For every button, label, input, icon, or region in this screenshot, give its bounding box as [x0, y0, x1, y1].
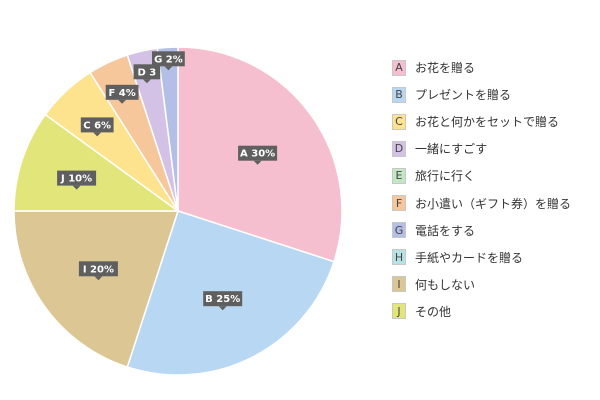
legend-item-j: J その他 [392, 298, 597, 325]
data-label-c: C 6% [80, 117, 114, 137]
legend-swatch-d: D [392, 140, 406, 157]
legend-label-f: お小遣い（ギフト券）を贈る [415, 196, 572, 211]
data-label-d: D 3 [133, 64, 161, 84]
legend-swatch-e: E [392, 167, 406, 184]
legend-item-g: G 電話をする [392, 217, 597, 244]
legend-label-c: お花と何かをセットで贈る [415, 115, 560, 130]
legend-item-a: A お花を贈る [392, 54, 597, 81]
data-label-f: F 4% [105, 84, 139, 104]
data-label-pointer-c [93, 132, 102, 137]
data-label-box-j [57, 170, 97, 186]
legend-label-b: プレゼントを贈る [415, 88, 512, 103]
data-label-a: A 30% [238, 145, 278, 165]
pie-slice-j [13, 113, 181, 212]
data-label-j: J 10% [57, 170, 97, 190]
legend-item-b: B プレゼントを贈る [392, 81, 597, 108]
data-label-pointer-i [94, 276, 103, 281]
data-label-text-f: F 4% [108, 88, 135, 99]
data-label-i: I 20% [78, 261, 118, 281]
data-label-pointer-j [72, 185, 81, 190]
legend-swatch-j: J [392, 303, 406, 320]
legend-label-d: 一緒にすごす [415, 142, 488, 157]
legend-item-i: I 何もしない [392, 271, 597, 298]
legend-swatch-c: C [392, 113, 406, 130]
data-label-g: G 2% [152, 51, 185, 71]
data-label-box-f [105, 84, 139, 100]
legend-label-j: その他 [415, 304, 452, 319]
data-label-box-a [238, 145, 278, 161]
legend-swatch-b: B [392, 86, 406, 103]
legend-swatch-i: I [392, 276, 406, 293]
legend-label-h: 手紙やカードを贈る [415, 250, 524, 265]
pie-slice-i [13, 210, 180, 368]
legend-item-f: F お小遣い（ギフト券）を贈る [392, 189, 597, 216]
data-label-pointer-a [253, 160, 262, 165]
chart-legend: A お花を贈る B プレゼントを贈る C お花と何かをセットで贈る D 一緒にすごす E 旅行に行… [392, 54, 597, 325]
legend-swatch-f: F [392, 195, 406, 212]
data-label-box-d [133, 64, 161, 80]
data-label-pointer-g [164, 66, 173, 71]
data-label-pointer-f [118, 99, 127, 104]
data-label-text-g: G 2% [154, 54, 183, 65]
data-label-text-b: B 25% [205, 294, 240, 305]
legend-swatch-h: H [392, 249, 406, 266]
legend-label-g: 電話をする [415, 223, 476, 238]
data-label-pointer-d [142, 79, 151, 84]
legend-label-a: お花を贈る [415, 61, 476, 76]
data-label-text-a: A 30% [240, 149, 275, 160]
data-label-box-i [78, 261, 118, 277]
legend-label-e: 旅行に行く [415, 169, 476, 184]
data-label-text-d: D 3 [138, 67, 157, 78]
data-label-box-c [80, 117, 114, 133]
data-label-text-i: I 20% [83, 264, 114, 275]
legend-item-c: C お花と何かをセットで贈る [392, 108, 597, 135]
legend-swatch-g: G [392, 222, 406, 239]
legend-item-h: H 手紙やカードを贈る [392, 244, 597, 271]
data-label-box-b [203, 291, 243, 307]
legend-item-e: E 旅行に行く [392, 162, 597, 189]
legend-swatch-a: A [392, 59, 406, 76]
data-label-text-c: C 6% [83, 120, 111, 131]
legend-label-i: 何もしない [415, 277, 476, 292]
data-label-box-g [152, 51, 185, 67]
legend-item-d: D 一緒にすごす [392, 135, 597, 162]
data-label-pointer-b [218, 306, 227, 311]
data-label-text-j: J 10% [60, 174, 92, 185]
pie-slice-g [156, 46, 179, 212]
data-label-b: B 25% [203, 291, 243, 311]
